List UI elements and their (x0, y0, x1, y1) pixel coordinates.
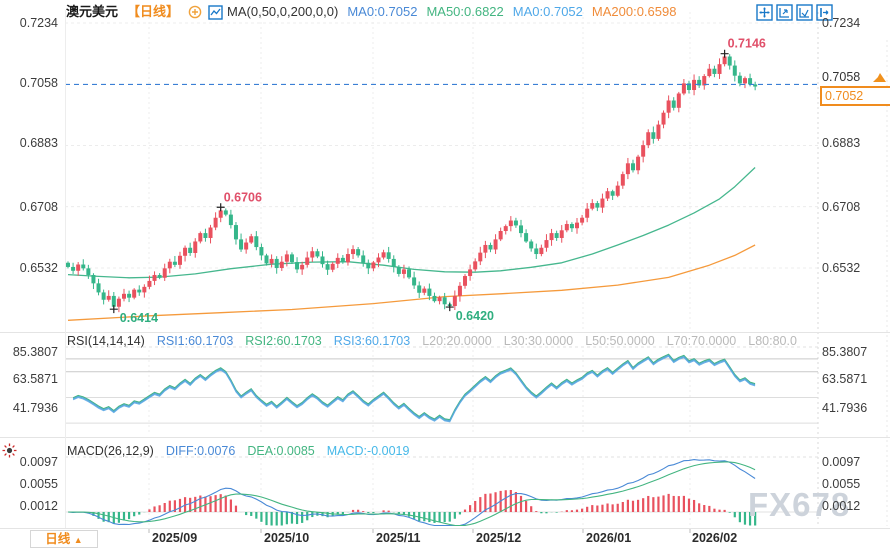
macd-axis-label: 0.0055 (19, 477, 58, 491)
chart-header: 澳元美元 【日线】 MA(0,50,0,200,0,0) MA0:0.7052 … (66, 3, 685, 21)
price-axis-label: 0.6883 (822, 136, 861, 150)
rsi-header: RSI(14,14,14) RSI1:60.1703 RSI2:60.1703 RSI… (67, 334, 817, 349)
x-axis-date: 2025/09 (152, 531, 198, 545)
pane-layout-icon[interactable] (796, 4, 813, 21)
panel-separator (0, 437, 890, 438)
macd-hist-value: MACD:-0.0019 (326, 444, 410, 458)
price-axis-label: 0.6883 (19, 136, 58, 150)
svg-text:0.6414: 0.6414 (120, 311, 158, 325)
rsi-l20: L20:20.0000 (422, 334, 492, 348)
rsi-title[interactable]: RSI(14,14,14) (67, 334, 145, 348)
macd-axis-label: 0.0012 (19, 499, 58, 513)
rsi-l50: L50:50.0000 (585, 334, 655, 348)
timeframe-tab[interactable]: 日线 ▲ (30, 530, 98, 548)
svg-text:0.6420: 0.6420 (456, 309, 494, 323)
timeframe-tab-label: 日线 (45, 532, 71, 546)
macd-header: MACD(26,12,9) DIFF:0.0076 DEA:0.0085 MACD:-… (67, 444, 817, 459)
price-axis-label: 0.6532 (822, 261, 861, 275)
price-axis-label: 0.6532 (19, 261, 58, 275)
ma-indicator-icon[interactable] (208, 4, 223, 20)
rsi-axis-label: 63.5871 (12, 372, 58, 386)
x-axis-date: 2025/10 (264, 531, 310, 545)
rsi-l80: L80:80.0 (748, 334, 797, 348)
rsi-l30: L30:30.0000 (503, 334, 574, 348)
macd-diff-value: DIFF:0.0076 (165, 444, 236, 458)
x-axis-date: 2026/01 (586, 531, 632, 545)
panel-separator (0, 332, 890, 333)
symbol-name: 澳元美元 (66, 4, 119, 19)
watermark: FX678 (748, 486, 851, 523)
rsi-axis-label: 85.3807 (822, 345, 868, 359)
rsi-l70: L70:70.0000 (666, 334, 737, 348)
ma0-value: MA0:0.7052 (347, 4, 418, 19)
x-axis-date: 2025/12 (476, 531, 522, 545)
timeframe-label[interactable]: 【日线】 (127, 4, 180, 19)
rsi-axis-label: 41.7936 (822, 401, 868, 415)
rsi3-value: RSI3:60.1703 (333, 334, 411, 348)
plot-left-border (65, 10, 66, 528)
crosshair-icon[interactable] (756, 4, 773, 21)
ma-settings-label[interactable]: MA(0,50,0,200,0,0) (227, 4, 339, 19)
rsi-axis-label: 41.7936 (12, 401, 58, 415)
svg-text:0.6706: 0.6706 (224, 190, 262, 204)
macd-axis-label: 0.0097 (19, 455, 58, 469)
macd-dea-value: DEA:0.0085 (247, 444, 315, 458)
macd-axis-label: 0.0012 (822, 499, 861, 513)
macd-axis-label: 0.0097 (822, 455, 861, 469)
rsi1-value: RSI1:60.1703 (156, 334, 234, 348)
rsi-axis-label: 85.3807 (12, 345, 58, 359)
x-axis-date: 2025/11 (376, 531, 421, 545)
rsi2-value: RSI2:60.1703 (245, 334, 322, 348)
ma200-value: MA200:0.6598 (591, 4, 677, 19)
price-axis-label: 0.6708 (822, 200, 861, 214)
add-indicator-icon[interactable] (188, 5, 202, 19)
price-axis-label: 0.7234 (822, 16, 861, 30)
macd-title[interactable]: MACD(26,12,9) (67, 444, 154, 458)
current-price-tick: 0.7058 (822, 70, 861, 84)
price-up-arrow-icon (872, 71, 887, 89)
price-axis-label: 0.7234 (19, 16, 58, 30)
svg-text:0.7146: 0.7146 (728, 37, 766, 51)
price-axis-label: 0.6708 (19, 200, 58, 214)
chart-toolbar (756, 4, 833, 21)
price-axis-label: 0.7058 (19, 76, 58, 90)
macd-axis-label: 0.0055 (822, 477, 861, 491)
current-price-box: 0.7052 (820, 86, 890, 106)
collapse-panel-icon[interactable] (816, 4, 833, 21)
pane-zoom-icon[interactable] (776, 4, 793, 21)
ma50-value: MA50:0.6822 (426, 4, 504, 19)
chevron-up-icon: ▲ (73, 535, 83, 545)
panel-separator (0, 528, 890, 529)
ma0b-value: MA0:0.7052 (512, 4, 583, 19)
rsi-axis-label: 63.5871 (822, 372, 868, 386)
x-axis-date: 2026/02 (692, 531, 738, 545)
indicator-settings-icon[interactable] (2, 443, 17, 463)
